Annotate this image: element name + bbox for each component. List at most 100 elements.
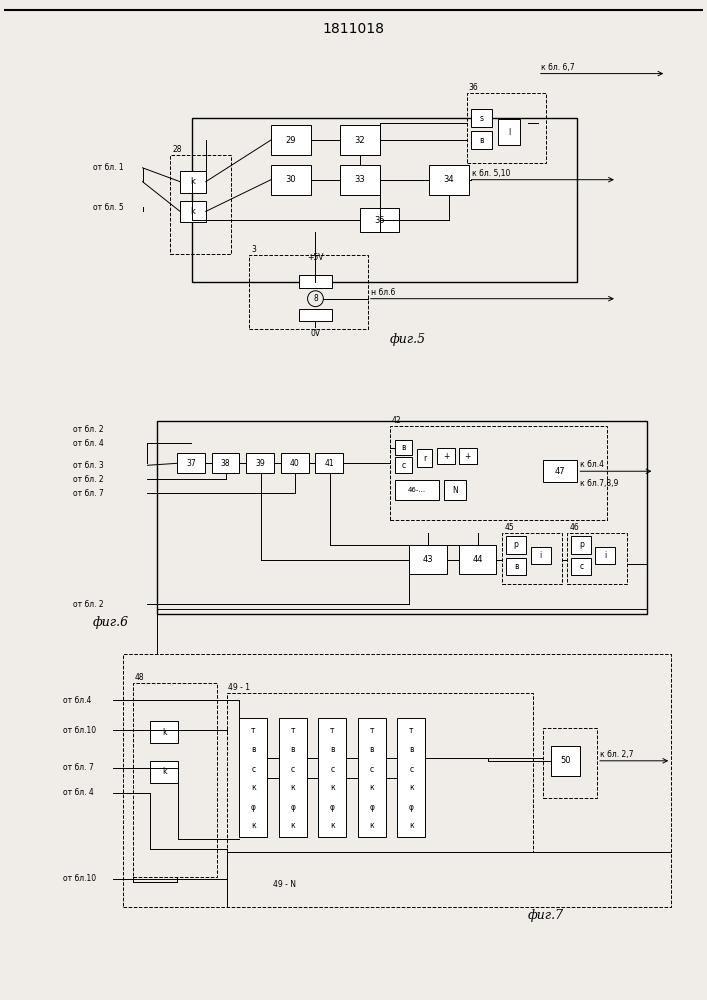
Bar [340, 125, 380, 155]
Text: от бл. 4: от бл. 4 [64, 788, 94, 797]
Text: к: к [409, 821, 414, 830]
Text: фиг.5: фиг.5 [390, 333, 426, 346]
Text: с: с [370, 765, 374, 774]
Text: от бл. 7: от бл. 7 [64, 763, 94, 772]
Text: 38: 38 [221, 459, 230, 468]
Text: в: в [409, 745, 414, 754]
Bar [180, 201, 206, 222]
Text: 43: 43 [423, 555, 433, 564]
Bar [571, 558, 591, 575]
Bar [390, 426, 607, 520]
Bar [551, 746, 580, 776]
Text: к бл.4: к бл.4 [580, 460, 604, 469]
Text: от бл. 2: от бл. 2 [74, 600, 104, 609]
Bar [595, 547, 615, 564]
Text: +5V: +5V [308, 253, 324, 262]
Bar [158, 421, 646, 614]
Text: 32: 32 [355, 136, 366, 145]
Text: с: с [402, 461, 406, 470]
Bar [123, 654, 671, 907]
Text: φ: φ [329, 803, 334, 812]
Text: +: + [464, 452, 471, 461]
Text: в: в [401, 443, 406, 452]
Text: к: к [251, 783, 255, 792]
Text: к: к [251, 821, 255, 830]
Text: к: к [330, 821, 334, 830]
Bar [271, 165, 310, 195]
Bar [315, 453, 343, 473]
Bar [211, 453, 240, 473]
Text: р: р [513, 540, 518, 549]
Bar [502, 533, 561, 584]
Text: в: в [251, 745, 255, 754]
Text: 45: 45 [504, 523, 514, 532]
Text: от бл.10: от бл.10 [64, 726, 97, 735]
Text: к: к [330, 783, 334, 792]
Text: N: N [452, 486, 457, 495]
Text: 33: 33 [354, 175, 366, 184]
Text: к: к [409, 783, 414, 792]
Bar [395, 457, 412, 473]
Text: 48: 48 [134, 673, 144, 682]
Text: φ: φ [291, 803, 296, 812]
Bar [395, 440, 412, 455]
Text: 37: 37 [186, 459, 196, 468]
Text: к: к [369, 783, 374, 792]
Text: 36: 36 [469, 83, 479, 92]
Text: φ: φ [251, 803, 256, 812]
Bar [459, 448, 477, 464]
Text: к бл. 6,7: к бл. 6,7 [541, 63, 574, 72]
Text: k: k [162, 767, 167, 776]
Text: с: с [291, 765, 295, 774]
Text: от бл. 7: от бл. 7 [74, 489, 104, 498]
Text: 46: 46 [569, 523, 579, 532]
Text: φ: φ [409, 803, 414, 812]
Bar [531, 547, 551, 564]
Text: 30: 30 [286, 175, 296, 184]
Bar [437, 448, 455, 464]
Bar [397, 718, 425, 837]
Text: от бл.4: от бл.4 [64, 696, 92, 705]
Text: фиг.7: фиг.7 [528, 909, 564, 922]
Bar [395, 480, 439, 500]
Text: от бл. 1: от бл. 1 [93, 163, 124, 172]
Text: от бл. 5: от бл. 5 [93, 203, 124, 212]
Bar [571, 536, 591, 554]
Bar [281, 453, 308, 473]
Text: к бл. 5,10: к бл. 5,10 [472, 169, 510, 178]
Bar [543, 728, 597, 798]
Bar [506, 536, 526, 554]
Text: с: с [330, 765, 334, 774]
Text: 34: 34 [443, 175, 454, 184]
Text: 39: 39 [255, 459, 265, 468]
Text: от бл. 3: от бл. 3 [74, 461, 104, 470]
Text: т: т [330, 726, 334, 735]
Text: 44: 44 [472, 555, 483, 564]
Text: 40: 40 [290, 459, 300, 468]
Bar [429, 165, 469, 195]
Bar [459, 545, 496, 574]
Text: от бл. 2: от бл. 2 [74, 475, 104, 484]
Text: i: i [604, 551, 606, 560]
Text: 47: 47 [555, 467, 566, 476]
Text: к бл.7,8,9: к бл.7,8,9 [580, 479, 619, 488]
Text: с: с [579, 562, 583, 571]
Bar [246, 453, 274, 473]
Bar [192, 118, 578, 282]
Bar [226, 693, 533, 852]
Text: 41: 41 [325, 459, 334, 468]
Text: от бл. 4: от бл. 4 [74, 439, 104, 448]
Text: 1811018: 1811018 [322, 22, 384, 36]
Text: l: l [508, 128, 510, 137]
Text: 0V: 0V [310, 329, 320, 338]
Bar [177, 453, 205, 473]
Bar [471, 131, 492, 149]
Bar [240, 718, 267, 837]
Bar [250, 255, 368, 329]
Bar [506, 558, 526, 575]
Text: i: i [539, 551, 542, 560]
Text: 29: 29 [286, 136, 296, 145]
Bar [358, 718, 385, 837]
Text: т: т [370, 726, 374, 735]
Text: +: + [443, 452, 449, 461]
